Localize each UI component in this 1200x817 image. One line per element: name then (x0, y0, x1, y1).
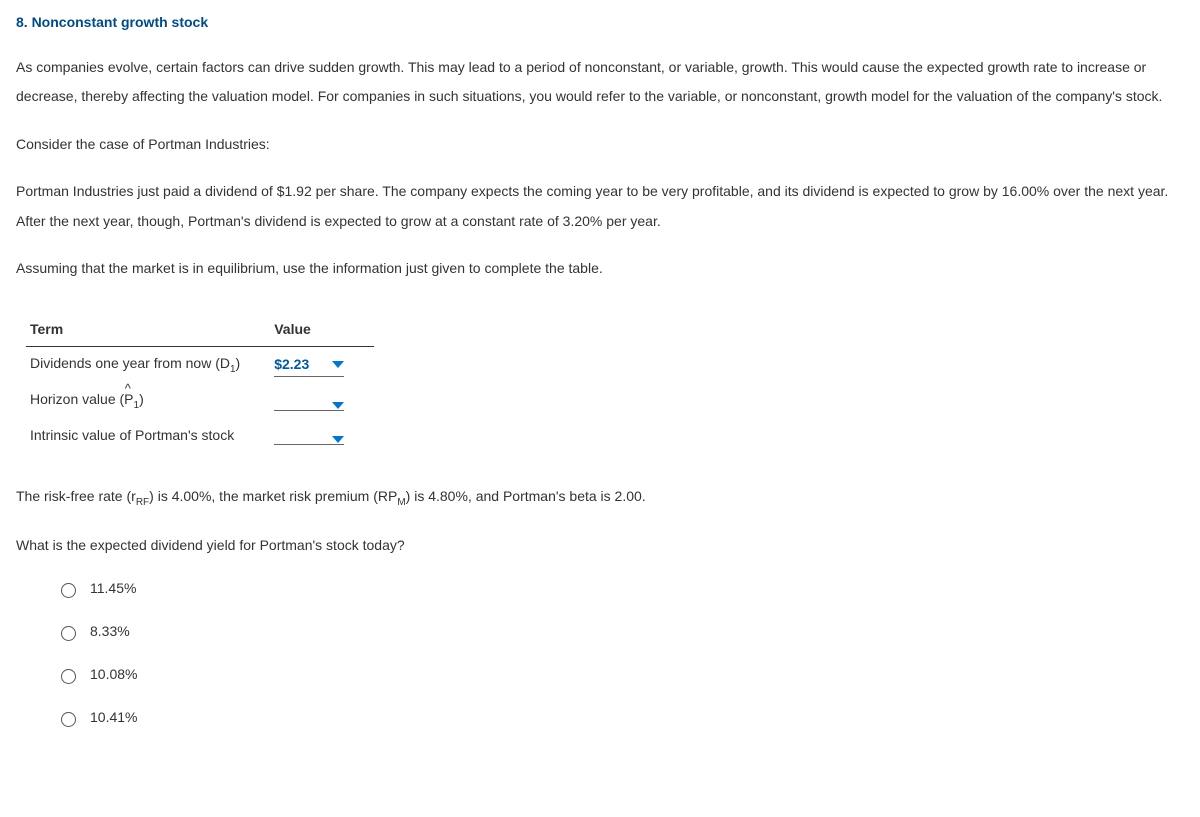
chevron-down-icon (332, 436, 344, 443)
table-row: Dividends one year from now (D1) $2.23 (26, 347, 374, 383)
value-dropdown-intrinsic[interactable] (274, 436, 344, 445)
radio-option-3[interactable] (61, 669, 76, 684)
table-row: Intrinsic value of Portman's stock (26, 419, 374, 452)
intro-paragraph-4: Assuming that the market is in equilibri… (16, 254, 1184, 283)
intro-paragraph-1: As companies evolve, certain factors can… (16, 53, 1184, 112)
question-heading: 8. Nonconstant growth stock (16, 12, 1184, 33)
intro-paragraph-3: Portman Industries just paid a dividend … (16, 177, 1184, 236)
option-row[interactable]: 10.08% (56, 664, 1184, 685)
option-label: 10.41% (90, 707, 137, 728)
option-row[interactable]: 10.41% (56, 707, 1184, 728)
term-label-horizon: Horizon value (P1) (26, 383, 270, 419)
options-group: 11.45% 8.33% 10.08% 10.41% (56, 578, 1184, 728)
option-row[interactable]: 8.33% (56, 621, 1184, 642)
radio-option-4[interactable] (61, 712, 76, 727)
option-label: 10.08% (90, 664, 137, 685)
chevron-down-icon (332, 361, 344, 368)
option-row[interactable]: 11.45% (56, 578, 1184, 599)
dropdown-value: $2.23 (274, 354, 317, 375)
intro-paragraph-2: Consider the case of Portman Industries: (16, 130, 1184, 159)
table-row: Horizon value (P1) (26, 383, 374, 419)
value-dropdown-d1[interactable]: $2.23 (274, 354, 344, 377)
question-text: What is the expected dividend yield for … (16, 531, 1184, 560)
option-label: 11.45% (90, 578, 136, 599)
chevron-down-icon (332, 402, 344, 409)
term-label-d1: Dividends one year from now (D1) (26, 347, 270, 383)
table-header-term: Term (26, 313, 270, 347)
radio-option-1[interactable] (61, 583, 76, 598)
option-label: 8.33% (90, 621, 130, 642)
radio-option-2[interactable] (61, 626, 76, 641)
risk-paragraph: The risk-free rate (rRF) is 4.00%, the m… (16, 482, 1184, 513)
terms-table: Term Value Dividends one year from now (… (26, 313, 374, 452)
term-label-intrinsic: Intrinsic value of Portman's stock (26, 419, 270, 452)
value-dropdown-horizon[interactable] (274, 402, 344, 411)
table-header-value: Value (270, 313, 374, 347)
